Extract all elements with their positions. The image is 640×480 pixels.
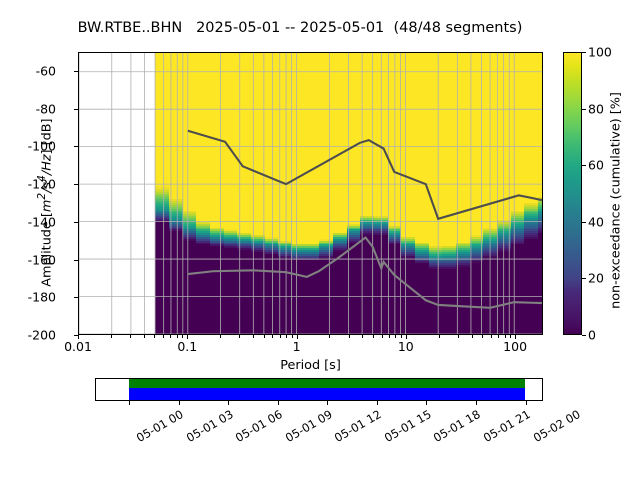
y-tick-label: -100	[27, 138, 56, 154]
y-tick-mark	[74, 259, 78, 261]
x-tick-mark	[78, 335, 79, 339]
time-tick-mark	[228, 401, 230, 405]
colorbar[interactable]	[563, 52, 582, 335]
x-minor-tick	[286, 335, 287, 338]
colorbar-tick-label: 80	[588, 101, 604, 117]
x-minor-tick	[471, 335, 473, 338]
time-tick-mark	[475, 401, 477, 405]
time-tick-mark	[376, 401, 378, 405]
time-tick-mark	[277, 401, 279, 405]
time-tick-label: 05-01 18	[431, 407, 484, 445]
x-minor-tick	[110, 335, 112, 338]
time-tick-mark	[178, 401, 180, 405]
x-minor-tick	[170, 335, 172, 338]
time-tick-label: 05-02 00	[530, 407, 583, 445]
x-axis-label: Period [s]	[280, 358, 341, 373]
x-minor-tick	[130, 335, 132, 338]
x-minor-tick	[395, 335, 397, 338]
x-minor-tick	[504, 335, 506, 338]
x-tick-label: 100	[503, 339, 528, 354]
time-coverage-axes[interactable]	[95, 378, 543, 401]
x-tick-label: 0.1	[177, 339, 198, 354]
ppsd-plot-axes[interactable]	[78, 52, 543, 335]
time-tick-mark	[129, 401, 130, 405]
x-minor-tick	[143, 335, 145, 338]
colorbar-tick-mark	[582, 278, 586, 280]
x-minor-tick	[272, 335, 274, 338]
y-tick-label: -80	[35, 101, 56, 117]
colorbar-tick-mark	[582, 108, 586, 110]
y-tick-mark	[74, 70, 78, 72]
y-tick-mark	[74, 221, 78, 223]
x-minor-tick	[176, 335, 178, 338]
x-minor-tick	[182, 335, 184, 338]
x-minor-tick	[490, 335, 492, 338]
psd-coverage-bar	[129, 387, 526, 400]
x-minor-tick	[381, 335, 383, 338]
y-tick-mark	[74, 297, 78, 299]
time-tick-label: 05-01 00	[133, 407, 186, 445]
colorbar-tick-mark	[582, 52, 586, 53]
colorbar-label: non-exceedance (cumulative) [%]	[608, 92, 624, 309]
colorbar-tick-label: 40	[588, 214, 604, 230]
x-minor-tick	[388, 335, 390, 338]
time-tick-mark	[525, 401, 527, 405]
x-tick-mark	[405, 335, 407, 339]
colorbar-tick-label: 100	[588, 44, 612, 60]
x-minor-tick	[329, 335, 331, 338]
time-tick-label: 05-01 12	[332, 407, 385, 445]
x-minor-tick	[362, 335, 364, 338]
x-tick-mark	[515, 335, 517, 339]
y-tick-mark	[74, 184, 78, 186]
time-tick-mark	[327, 401, 329, 405]
x-minor-tick	[154, 335, 156, 338]
x-minor-tick	[239, 335, 241, 338]
x-minor-tick	[163, 335, 164, 338]
time-tick-label: 05-01 06	[233, 407, 285, 445]
x-minor-tick	[348, 335, 350, 338]
time-tick-label: 05-01 15	[381, 407, 434, 445]
y-tick-mark	[74, 108, 78, 110]
x-tick-label: 0.01	[64, 339, 92, 354]
time-tick-label: 05-01 03	[183, 407, 236, 445]
x-tick-mark	[187, 335, 189, 339]
time-tick-mark	[426, 401, 428, 405]
time-tick-label: 05-01 09	[282, 407, 335, 445]
x-minor-tick	[498, 335, 500, 338]
y-tick-label: -140	[27, 214, 56, 230]
y-tick-label: -160	[27, 252, 56, 267]
x-minor-tick	[510, 335, 512, 338]
page-title: BW.RTBE..BHN 2025-05-01 -- 2025-05-01 (4…	[77, 20, 523, 36]
colorbar-tick-label: 0	[588, 327, 596, 343]
time-tick-label: 05-01 21	[480, 407, 533, 445]
x-minor-tick	[253, 335, 255, 338]
x-minor-tick	[372, 335, 374, 338]
y-tick-label: -200	[27, 327, 56, 343]
colorbar-tick-mark	[582, 335, 586, 336]
x-minor-tick	[220, 335, 222, 338]
colorbar-tick-label: 60	[588, 157, 604, 173]
x-tick-label: 10	[397, 339, 414, 354]
y-tick-mark	[74, 335, 78, 336]
x-minor-tick	[400, 335, 402, 338]
x-minor-tick	[263, 335, 265, 338]
y-tick-label: -180	[27, 289, 56, 305]
x-minor-tick	[458, 335, 459, 338]
x-tick-mark	[296, 335, 298, 339]
y-tick-mark	[74, 146, 78, 148]
x-tick-label: 1	[292, 339, 301, 354]
y-tick-label: -120	[27, 176, 56, 192]
x-minor-tick	[279, 335, 281, 338]
colorbar-tick-label: 20	[588, 270, 604, 286]
x-minor-tick	[482, 335, 484, 338]
x-minor-tick	[291, 335, 293, 338]
colorbar-tick-mark	[582, 165, 586, 167]
x-minor-tick	[438, 335, 440, 338]
colorbar-tick-mark	[582, 221, 586, 223]
y-tick-label: -60	[35, 63, 56, 79]
ppsd-histogram-image	[79, 53, 542, 334]
data-coverage-bar	[129, 379, 526, 388]
